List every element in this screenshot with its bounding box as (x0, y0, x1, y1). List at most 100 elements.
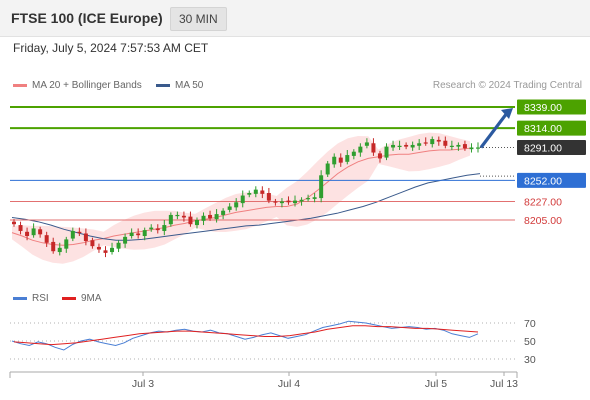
candle-body (83, 233, 88, 242)
candle-body (142, 230, 147, 237)
candle-body (162, 225, 167, 231)
support-label-5: 8205.00 (524, 215, 562, 227)
candle-body (253, 189, 258, 194)
resistance-tag-1 (517, 120, 586, 136)
candles (12, 136, 480, 258)
candle-body (371, 143, 376, 153)
x-tick-label-2: Jul 5 (425, 378, 447, 390)
candle-body (319, 175, 324, 199)
candle-body (149, 227, 154, 230)
candle-body (266, 193, 271, 201)
legend-rsi-label: RSI (32, 293, 49, 304)
candle-body (12, 221, 16, 225)
ma50-swatch (156, 83, 170, 87)
candle-body (410, 144, 415, 148)
candle-body (260, 190, 265, 194)
candle-body (397, 145, 402, 147)
candle-body (168, 214, 173, 225)
candle-body (57, 247, 62, 253)
candle-body (273, 201, 278, 203)
resistance-label-0: 8339.00 (524, 102, 562, 114)
candle-body (351, 151, 356, 156)
candle-body (110, 247, 115, 253)
candle-body (194, 220, 199, 226)
candle-body (286, 200, 291, 203)
legend-ma50-label: MA 50 (175, 80, 204, 91)
rsi-ma-line (13, 325, 479, 346)
candle-body (345, 155, 350, 162)
candle-body (391, 144, 396, 148)
candle-body (476, 147, 480, 149)
candle-body (31, 228, 36, 236)
current-label-2: 8291.00 (524, 142, 562, 154)
rsi-tick-70: 70 (524, 318, 536, 330)
candle-body (90, 240, 95, 247)
timeframe-badge[interactable]: 30 MIN (170, 7, 227, 31)
legend-ma50: MA 50 (156, 80, 203, 91)
rsi-swatch (13, 296, 27, 300)
candle-body (188, 216, 193, 225)
candle-body (18, 225, 23, 231)
candle-body (456, 144, 461, 147)
candle-body (25, 231, 30, 237)
candle-body (201, 215, 206, 221)
candle-body (338, 157, 343, 163)
candle-body (96, 246, 101, 250)
legend-ma20-label: MA 20 + Bollinger Bands (32, 80, 142, 91)
resistance-label-1: 8314.00 (524, 123, 562, 135)
rsi-tick-50: 50 (524, 336, 536, 348)
rsi-tick-30: 30 (524, 354, 536, 366)
candle-body (436, 139, 441, 142)
candle-body (364, 142, 369, 146)
candle-body (155, 228, 160, 231)
candle-body (469, 147, 474, 150)
ma50-line (11, 173, 481, 241)
candle-body (299, 199, 304, 202)
candle-body (136, 233, 141, 236)
pivot-label-3: 8252.00 (524, 175, 562, 187)
ma20-line (11, 147, 471, 246)
candle-body (116, 242, 121, 249)
x-tick-label-1: Jul 4 (278, 378, 300, 390)
candle-body (38, 229, 43, 235)
candle-body (312, 197, 317, 199)
candle-body (306, 198, 311, 200)
candle-body (221, 210, 226, 215)
pivot-tag-3 (517, 172, 586, 188)
current-tag-2 (517, 139, 586, 155)
candle-body (423, 142, 428, 144)
x-tick-label-0: Jul 3 (132, 378, 154, 390)
candle-body (208, 214, 213, 219)
candle-body (214, 214, 219, 220)
legend-rsi-ma: 9MA (62, 293, 102, 304)
candle-body (181, 215, 186, 218)
projection-arrow-shaft (479, 112, 509, 149)
support-label-4: 8227.00 (524, 196, 562, 208)
candle-body (443, 140, 448, 146)
candle-body (404, 144, 409, 147)
candle-body (103, 250, 108, 253)
candle-body (234, 202, 239, 208)
legend-ma20: MA 20 + Bollinger Bands (13, 80, 142, 91)
candle-body (279, 201, 284, 204)
candle-body (417, 143, 422, 146)
candle-body (430, 139, 435, 145)
candle-body (123, 236, 128, 244)
instrument-title: FTSE 100 (ICE Europe) (11, 10, 163, 26)
candle-body (462, 144, 467, 149)
candle-body (64, 239, 69, 249)
candle-body (358, 146, 363, 153)
legend-rsi: RSI (13, 293, 49, 304)
candle-body (175, 214, 180, 217)
legend-rsi-ma-label: 9MA (81, 293, 102, 304)
rsi-ma-swatch (62, 296, 76, 300)
candle-body (293, 200, 298, 204)
candle-body (240, 195, 245, 204)
candle-body (325, 163, 330, 175)
candle-body (227, 206, 232, 210)
header-bar: FTSE 100 (ICE Europe) 30 MIN (0, 0, 590, 37)
rsi-line (11, 320, 479, 351)
report-datetime: Friday, July 5, 2024 7:57:53 AM CET (13, 41, 209, 55)
candle-body (377, 153, 382, 159)
